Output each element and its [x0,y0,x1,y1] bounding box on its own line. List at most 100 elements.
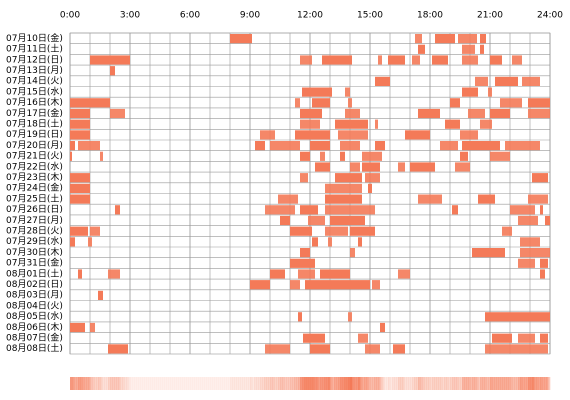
density-cell [198,377,201,390]
row-label: 07月23日(木) [6,171,63,183]
density-cell [410,377,413,390]
segment [338,130,368,140]
segment [340,151,345,161]
segment [528,98,550,108]
segment [528,108,550,119]
density-cell [212,377,215,390]
row-label: 07月25日(土) [6,192,63,204]
segment [388,55,405,65]
density-cell [170,377,173,390]
density-cell [424,377,427,390]
row-label: 07月30日(木) [6,246,63,258]
segment [518,333,535,343]
density-cell [466,377,469,390]
density-cell [534,377,537,390]
segment [290,226,312,236]
density-cell [78,377,81,390]
density-cell [430,377,433,390]
segment [88,237,92,247]
density-cell [186,377,189,390]
segment [300,119,320,129]
density-cell [250,377,253,390]
segment [330,215,365,226]
density-cell [340,377,343,390]
density-cell [220,377,223,390]
density-cell [158,377,161,390]
density-cell [90,377,93,390]
density-cell [460,377,463,390]
density-cell [344,377,347,390]
density-cell [100,377,103,390]
segment [110,108,125,119]
segment [90,322,95,333]
segment [90,226,100,236]
density-cell [548,377,551,390]
segment [485,344,548,354]
density-cell [248,377,251,390]
density-cell [366,377,369,390]
row-label: 07月10日(金) [6,32,63,44]
density-cell [536,377,539,390]
density-cell [114,377,117,390]
x-tick-label: 24:00 [537,11,563,21]
segment [405,130,430,140]
row-label: 07月18日(土) [6,117,63,129]
segment [410,162,435,172]
density-cell [396,377,399,390]
segment [492,333,512,343]
density-cell [404,377,407,390]
segment [290,258,315,268]
x-tick-label: 6:00 [180,11,200,21]
density-cell [470,377,473,390]
density-cell [386,377,389,390]
density-cell [342,377,345,390]
segment [312,98,330,108]
density-cell [274,377,277,390]
density-cell [352,377,355,390]
density-cell [120,377,123,390]
segment [78,269,82,279]
density-cell [322,377,325,390]
row-label: 07月24日(金) [6,182,63,194]
density-cell [324,377,327,390]
density-cell [406,377,409,390]
segment [372,280,380,290]
segment [532,173,548,183]
density-cell [512,377,515,390]
density-cell [350,377,353,390]
segment [378,55,382,65]
segment [490,55,502,65]
segment [100,151,103,161]
row-label: 07月19日(日) [6,129,63,140]
density-cell [436,377,439,390]
density-cell [372,377,375,390]
segment [450,98,460,108]
row-label: 07月28日(火) [6,225,63,236]
segment [358,237,362,247]
segment [265,205,295,215]
density-cell [110,377,113,390]
segment [348,98,352,108]
density-cell [264,377,267,390]
segment [375,76,390,86]
density-cell [188,377,191,390]
density-cell [242,377,245,390]
density-cell [298,377,301,390]
density-cell [402,377,405,390]
density-cell [178,377,181,390]
density-cell [316,377,319,390]
density-cell [256,377,259,390]
density-cell [258,377,261,390]
density-cell [150,377,153,390]
density-cell [174,377,177,390]
segment [455,162,470,172]
density-cell [160,377,163,390]
segment [328,237,332,247]
segment [340,141,360,151]
segment [325,226,348,236]
density-cell [502,377,505,390]
segment [490,108,510,119]
density-cell [314,377,317,390]
density-cell [108,377,111,390]
